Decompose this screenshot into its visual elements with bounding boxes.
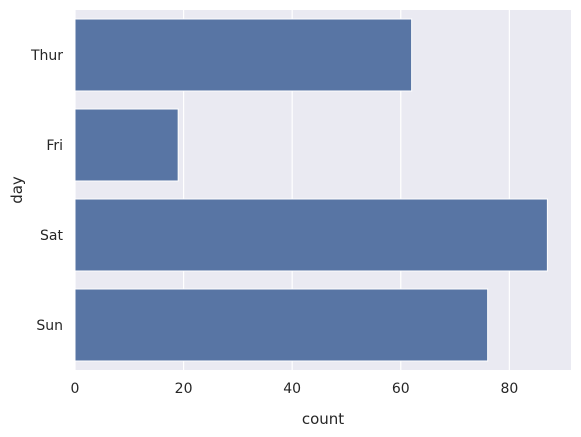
bars: [74, 18, 548, 362]
bar-sun: [74, 288, 489, 362]
x-tick-label-1: 20: [175, 381, 193, 397]
x-tick-labels: 0 20 40 60 80: [71, 381, 519, 397]
bar-thur: [74, 18, 413, 92]
y-axis-label: day: [8, 176, 26, 204]
y-tick-labels: Thur Fri Sat Sun: [30, 48, 64, 334]
y-tick-label-sat: Sat: [40, 228, 63, 244]
x-tick-label-2: 40: [283, 381, 301, 397]
bar-fri: [74, 108, 179, 182]
x-tick-label-0: 0: [71, 381, 80, 397]
y-tick-label-thur: Thur: [30, 48, 63, 64]
y-tick-label-sun: Sun: [36, 318, 63, 334]
bar-sat: [74, 198, 548, 272]
x-tick-label-3: 60: [392, 381, 410, 397]
x-tick-label-4: 80: [500, 381, 518, 397]
x-axis-label: count: [302, 410, 344, 428]
y-tick-label-fri: Fri: [46, 138, 63, 154]
